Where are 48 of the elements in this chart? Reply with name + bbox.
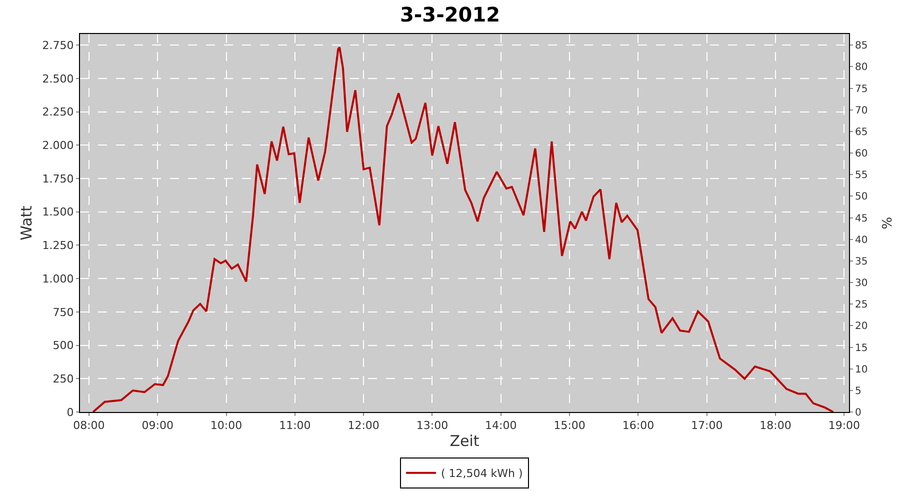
y-axis-title: Watt <box>18 205 36 240</box>
y2-tick-label: 60 <box>855 148 868 160</box>
legend-label: ( 12,504 kWh ) <box>441 467 523 480</box>
y2-tick-label: 55 <box>855 170 868 182</box>
x-tick-label: 18:00 <box>760 419 792 432</box>
y-tick-label: 500 <box>52 339 74 352</box>
x-tick-label: 09:00 <box>142 419 174 432</box>
y2-tick-label: 15 <box>855 342 868 354</box>
y-tick-label: 1.750 <box>42 172 74 186</box>
y2-tick-label: 50 <box>855 192 868 203</box>
x-axis-title: Zeit <box>450 432 480 450</box>
y2-tick-label: 65 <box>855 126 868 138</box>
y2-tick-label: 45 <box>855 213 868 224</box>
y2-tick-label: 35 <box>855 256 868 268</box>
x-tick-label: 12:00 <box>348 419 380 432</box>
y-tick-label: 0 <box>66 406 74 419</box>
y-tick-label: 2.000 <box>42 139 74 152</box>
y2-tick-label: 0 <box>855 408 862 418</box>
y-tick-label: 250 <box>52 372 74 386</box>
x-tick-label: 16:00 <box>622 419 654 432</box>
y-tick-label: 2.500 <box>42 72 74 86</box>
x-tick-label: 10:00 <box>210 419 242 432</box>
y2-axis-title: % <box>880 216 896 230</box>
y-tick-label: 1.250 <box>42 239 74 252</box>
y-tick-label: 1.000 <box>42 272 74 286</box>
y2-tick-label: 20 <box>855 321 868 332</box>
y2-tick-label: 30 <box>855 278 868 289</box>
x-tick-label: 08:00 <box>73 419 105 432</box>
x-tick-label: 14:00 <box>485 419 517 432</box>
x-tick-label: 13:00 <box>416 419 448 432</box>
y2-tick-label: 10 <box>855 364 868 376</box>
y-tick-label: 1.500 <box>42 206 74 219</box>
y2-tick-label: 25 <box>855 300 868 311</box>
x-tick-label: 15:00 <box>554 419 586 432</box>
y2-tick-label: 5 <box>855 386 862 397</box>
x-tick-label: 17:00 <box>691 419 723 432</box>
y2-tick-label: 85 <box>855 40 868 52</box>
y-tick-label: 2.250 <box>42 106 74 119</box>
y2-tick-label: 70 <box>855 105 868 116</box>
y-tick-label: 2.750 <box>42 38 74 52</box>
x-tick-label: 11:00 <box>279 419 311 432</box>
line-series <box>92 46 834 412</box>
x-tick-label: 19:00 <box>828 419 860 432</box>
y2-tick-label: 75 <box>855 84 868 95</box>
y2-tick-label: 40 <box>855 234 868 246</box>
y-tick-label: 750 <box>52 306 74 319</box>
chart-title: 3-3-2012 <box>400 2 500 26</box>
y2-tick-label: 80 <box>855 62 868 74</box>
